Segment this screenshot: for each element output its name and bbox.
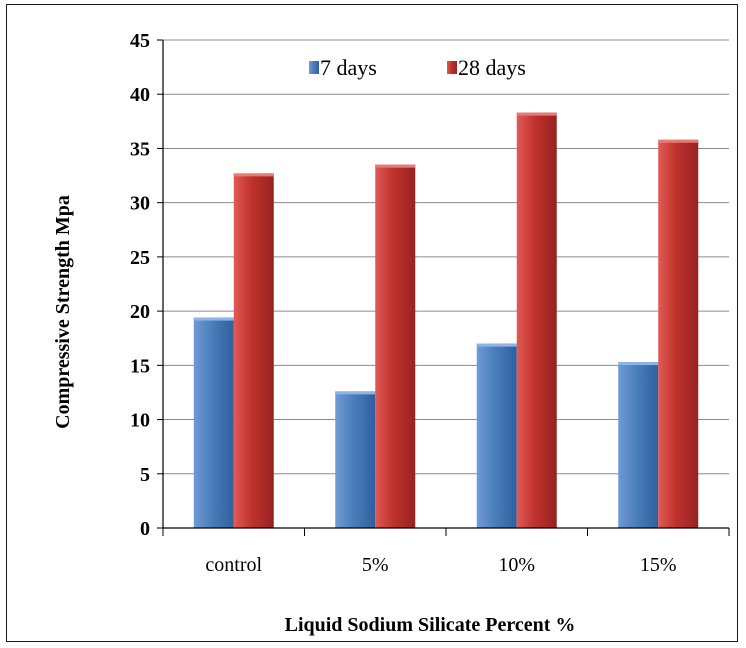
bar-7-days (476, 343, 517, 528)
bar-top-highlight (335, 391, 376, 395)
y-tick-label: 15 (130, 355, 150, 377)
bar-28-days (375, 164, 416, 528)
x-tick-label: control (205, 554, 262, 576)
legend: 7 days 28 days (309, 55, 526, 80)
y-tick-label: 5 (140, 464, 150, 486)
legend-label-7-days: 7 days (320, 55, 377, 80)
y-tick-label: 20 (130, 301, 150, 323)
y-tick-label: 45 (130, 30, 150, 52)
y-tick-label: 25 (130, 247, 150, 269)
legend-label-28-days: 28 days (458, 55, 526, 80)
x-tick-labels: control 5% 10% 15% (205, 554, 676, 576)
axes (157, 39, 730, 536)
x-tick-label: 15% (640, 554, 677, 576)
bar-top-highlight (476, 343, 517, 347)
bar-28-days (658, 139, 699, 528)
bar-28-days (233, 173, 274, 529)
bar-top-highlight (516, 112, 557, 116)
y-tick-label: 40 (130, 84, 150, 106)
y-tick-label: 35 (130, 138, 150, 160)
x-tick-label: 5% (362, 554, 389, 576)
bar-top-highlight (375, 164, 416, 168)
bar-7-days (618, 362, 659, 528)
legend-swatch-7-days (309, 61, 319, 74)
bar-top-highlight (233, 173, 274, 177)
bars (193, 112, 699, 529)
bar-7-days (335, 391, 376, 528)
bar-top-highlight (193, 317, 234, 321)
y-tick-label: 30 (130, 193, 150, 215)
x-axis-title: Liquid Sodium Silicate Percent % (285, 614, 576, 636)
legend-swatch-28-days (447, 61, 457, 74)
y-tick-label: 10 (130, 410, 150, 432)
x-tick-label: 10% (498, 554, 535, 576)
bar-top-highlight (658, 139, 699, 143)
bar-top-highlight (618, 362, 659, 366)
chart-frame (6, 4, 738, 642)
y-axis-title: Compressive Strength Mpa (52, 195, 74, 429)
bar-28-days (516, 112, 557, 528)
bar-7-days (193, 317, 234, 528)
y-tick-label: 0 (140, 518, 150, 540)
y-tick-labels: 0 5 10 15 20 25 30 35 40 45 (130, 30, 150, 540)
